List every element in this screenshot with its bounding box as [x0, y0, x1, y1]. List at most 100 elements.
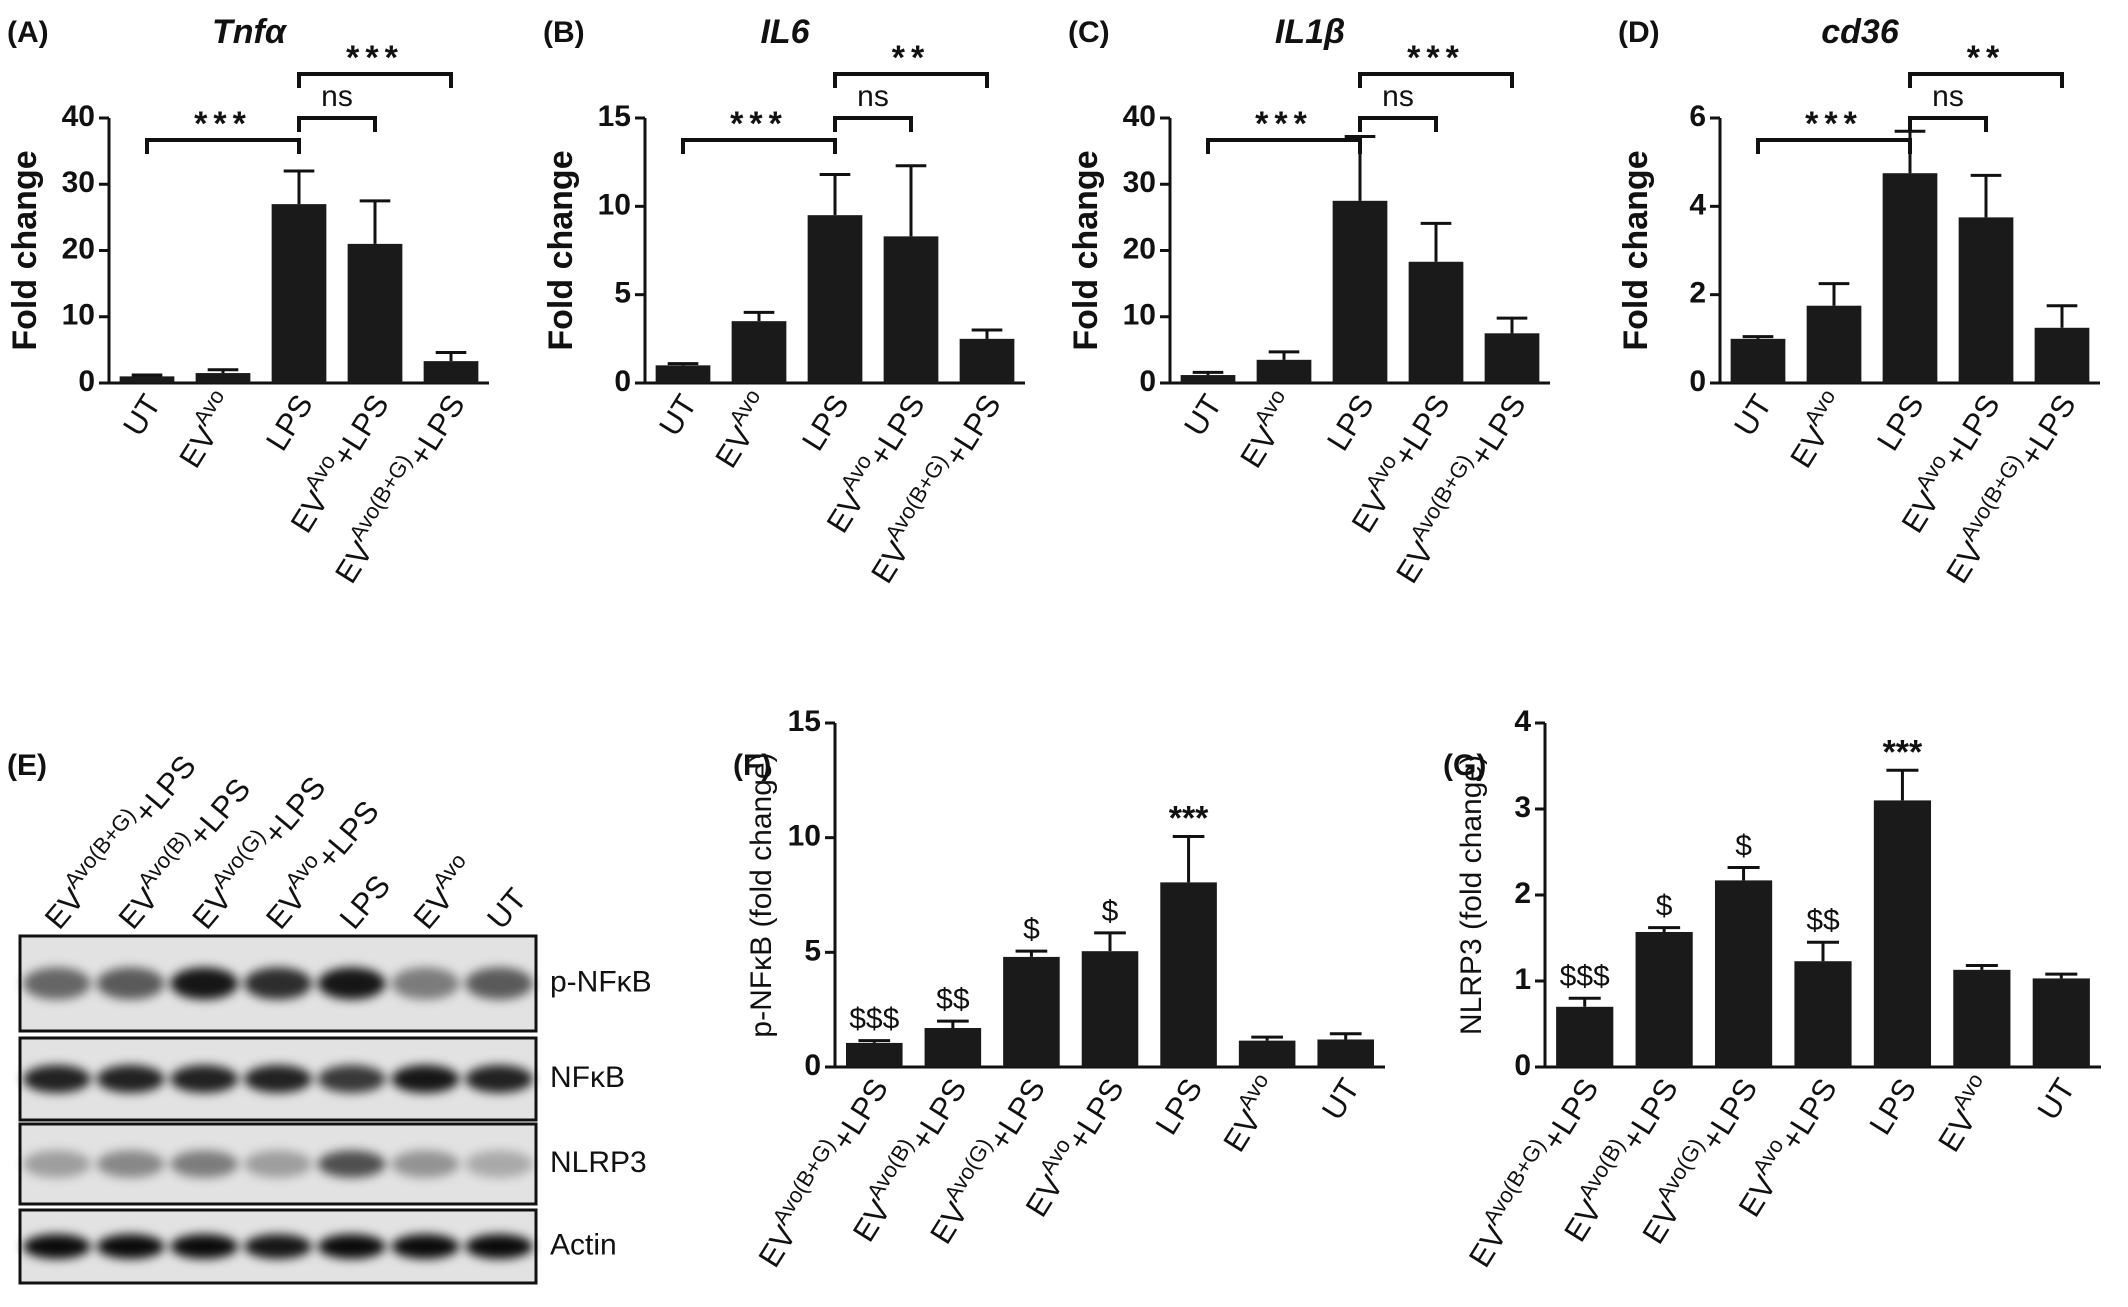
- error-bar: [971, 328, 1003, 339]
- category-post: +LPS: [402, 389, 472, 473]
- significance-bracket: [1756, 138, 1912, 154]
- error-bar: [1886, 768, 1919, 801]
- category-post: +LPS: [310, 794, 386, 875]
- significance-bracket: [1358, 116, 1438, 132]
- bar: [1238, 1040, 1296, 1067]
- category-text: EV: [328, 535, 380, 589]
- y-tick-label: 3: [1514, 791, 1531, 824]
- y-tick-label: 0: [1139, 365, 1156, 398]
- category-text: LPS: [1320, 389, 1381, 457]
- y-tick-label: 40: [1123, 100, 1156, 133]
- significance-label: ***: [730, 105, 788, 143]
- error-bar: [1172, 835, 1205, 883]
- category-text: LPS: [333, 868, 397, 935]
- row-label: p-NFκB: [550, 965, 652, 998]
- bar: [1081, 951, 1139, 1067]
- category-text: EV: [864, 535, 916, 589]
- y-axis-label: Fold change: [542, 150, 580, 350]
- category-text: EV: [185, 881, 239, 935]
- category-label: LPS: [1149, 1073, 1210, 1141]
- category-label: EVAvo: [1925, 1069, 2002, 1158]
- category-sup: Avo(B+G): [768, 1134, 841, 1229]
- category-text: LPS: [1863, 1073, 1924, 1141]
- category-text: EV: [1635, 1196, 1687, 1250]
- category-sup: Avo(B): [862, 1134, 919, 1204]
- bar: [1953, 969, 2011, 1067]
- band: [96, 1150, 165, 1178]
- significance-bracket: [833, 72, 989, 88]
- category-sup: Avo(G): [1652, 1134, 1710, 1206]
- significance-bracket: [833, 116, 913, 132]
- error-bar: [1648, 926, 1681, 932]
- bar: [1730, 338, 1786, 383]
- category-label: EVAvo(B+G)+LPS: [1384, 385, 1533, 589]
- panel-label: (A): [7, 16, 49, 49]
- bar: [883, 236, 939, 383]
- bar: [195, 373, 251, 383]
- significance-label: ns: [1932, 80, 1964, 113]
- band: [244, 1065, 312, 1093]
- chart-title: IL6: [760, 13, 810, 51]
- category-sup: Avo(B+G): [1478, 1134, 1551, 1229]
- error-bar: [1496, 316, 1528, 334]
- bar: [347, 243, 403, 383]
- bar-label: $$: [936, 983, 970, 1016]
- category-label: EVAvo: [401, 848, 484, 935]
- band: [244, 1234, 312, 1259]
- category-label: LPS: [333, 868, 397, 935]
- category-post: +LPS: [982, 1073, 1052, 1157]
- bar: [119, 376, 175, 383]
- bands: [22, 1065, 534, 1093]
- category-label: UT: [2031, 1072, 2083, 1126]
- y-tick-label: 30: [1123, 166, 1156, 199]
- significance-label: ***: [346, 39, 404, 77]
- bar: [1317, 1039, 1374, 1067]
- category-post: +LPS: [938, 389, 1008, 473]
- significance-label: ns: [1382, 80, 1414, 113]
- bar: [423, 361, 479, 383]
- category-label: EVAvo(B+G)+LPS: [1934, 385, 2083, 589]
- y-tick-label: 10: [1123, 299, 1156, 332]
- category-text: EV: [820, 485, 872, 539]
- bar: [1806, 305, 1862, 383]
- y-tick-label: 4: [1689, 188, 1706, 221]
- chart-title: IL1β: [1275, 13, 1345, 51]
- bar: [2034, 327, 2090, 383]
- bar: [655, 365, 711, 383]
- significance-bracket: [681, 138, 837, 154]
- row-label: NFκB: [550, 1061, 625, 1094]
- error-bar: [207, 368, 239, 374]
- error-bar: [1727, 865, 1760, 881]
- error-bar: [1818, 282, 1850, 306]
- category-text: EV: [259, 881, 313, 935]
- category-label: LPS: [1320, 389, 1381, 457]
- significance-label: **: [892, 39, 930, 77]
- y-tick-label: 10: [598, 188, 631, 221]
- category-text: EV: [752, 1219, 804, 1273]
- error-bar: [858, 1039, 891, 1043]
- y-tick-label: 6: [1689, 100, 1706, 133]
- bar-label: $: [1102, 895, 1119, 928]
- significance-label: ns: [321, 80, 353, 113]
- band: [465, 1234, 534, 1259]
- bar: [1003, 956, 1060, 1067]
- category-text: EV: [1217, 1104, 1269, 1158]
- category-post: +LPS: [1387, 389, 1457, 473]
- y-tick-label: 1: [1514, 963, 1531, 996]
- error-bar: [1015, 949, 1048, 957]
- category-sup: Avo(B): [133, 826, 195, 893]
- category-text: EV: [407, 881, 461, 935]
- y-tick-label: 20: [1123, 232, 1156, 265]
- panel-label: (D): [1618, 16, 1660, 49]
- category-text: EV: [1783, 420, 1835, 474]
- error-bar: [435, 351, 467, 362]
- bar: [1256, 359, 1312, 383]
- band: [170, 1065, 239, 1093]
- significance-label: ***: [194, 105, 252, 143]
- category-sup: Avo(B): [1573, 1134, 1630, 1204]
- category-sup: Avo(G): [939, 1134, 997, 1206]
- bar: [1873, 800, 1932, 1067]
- panel-label: (C): [1068, 16, 1110, 49]
- bands: [22, 967, 534, 1000]
